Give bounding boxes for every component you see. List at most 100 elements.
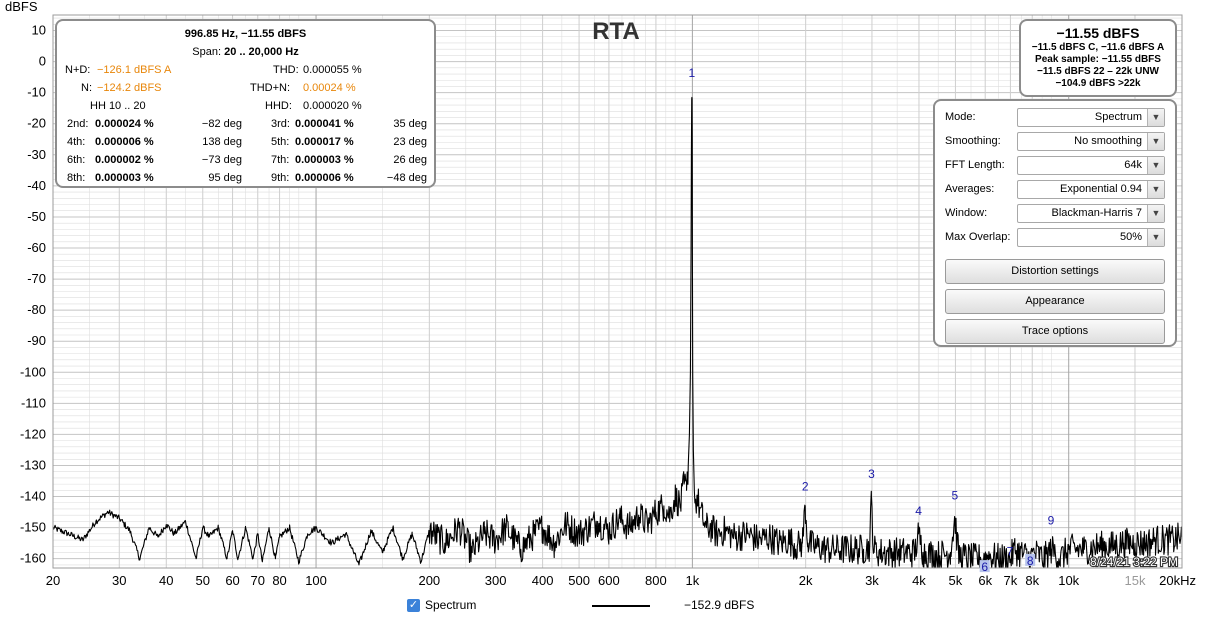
level-above-22k: −104.9 dBFS >22k	[1055, 78, 1141, 89]
y-tick-label: -60	[27, 240, 46, 255]
stats-header: 996.85 Hz, −11.55 dBFS	[184, 28, 307, 40]
y-axis-label: dBFS	[5, 0, 38, 14]
averages-select[interactable]: Exponential 0.94 ▼	[1017, 180, 1165, 199]
y-tick-label: -110	[21, 395, 46, 410]
legend-series-value: −152.9 dBFS	[684, 598, 755, 612]
chevron-down-icon: ▼	[1147, 181, 1164, 198]
harm-value: 0.000006 %	[95, 136, 154, 148]
y-tick-label: -20	[27, 116, 46, 131]
x-tick-label: 500	[568, 573, 590, 588]
averages-label: Averages:	[945, 183, 995, 195]
x-tick-label: 60	[225, 573, 239, 588]
harm-label: 4th:	[67, 136, 86, 148]
y-tick-label: -90	[27, 333, 46, 348]
y-tick-label: -10	[27, 85, 46, 100]
x-tick-label: 20kHz	[1159, 573, 1196, 588]
checkbox-icon[interactable]: ✓	[407, 599, 420, 612]
harmonic-marker-box	[1025, 553, 1036, 566]
spectrum-trace-layer	[52, 96, 1183, 569]
mode-select[interactable]: Spectrum ▼	[1017, 108, 1165, 127]
x-tick-label: 30	[112, 573, 126, 588]
mode-row: Mode: Spectrum ▼	[945, 107, 1165, 131]
harmonic-marker: 6	[981, 560, 988, 574]
y-tick-label: -150	[20, 520, 46, 535]
hhd-value: 0.000020 %	[303, 100, 362, 112]
mode-value: Spectrum	[1094, 111, 1142, 123]
level-weighted: −11.5 dBFS C, −11.6 dBFS A	[1031, 42, 1165, 53]
smoothing-select[interactable]: No smoothing ▼	[1017, 132, 1165, 151]
smoothing-row: Smoothing: No smoothing ▼	[945, 131, 1165, 155]
harm-label: 3rd:	[271, 118, 290, 130]
stat-row-nd-thd: N+D: −126.1 dBFS A THD: 0.000055 %	[65, 61, 426, 79]
trace-options-button[interactable]: Trace options	[945, 319, 1165, 344]
thdn-label: THD+N:	[250, 82, 291, 94]
window-select[interactable]: Blackman-Harris 7 ▼	[1017, 204, 1165, 223]
y-tick-label: -80	[27, 302, 46, 317]
nd-value: −126.1 dBFS A	[97, 64, 172, 76]
harmonic-row: 6th: 0.000002 % −73 deg 7th: 0.000003 % …	[65, 151, 427, 169]
y-tick-label: -120	[20, 426, 46, 441]
x-tick-label: 6k	[978, 573, 992, 588]
harmonic-row: 8th: 0.000003 % 95 deg 9th: 0.000006 % −…	[65, 169, 427, 187]
harmonic-marker-box	[979, 560, 990, 573]
level-unweighted: −11.5 dBFS 22 – 22k UNW	[1036, 66, 1159, 77]
stats-span: Span: 20 .. 20,000 Hz	[65, 43, 426, 61]
overlap-select[interactable]: 50% ▼	[1017, 228, 1165, 247]
harm-phase: 35 deg	[393, 118, 427, 130]
harm-value: 0.000024 %	[95, 118, 154, 130]
distortion-settings-button[interactable]: Distortion settings	[945, 259, 1165, 284]
y-tick-label: -160	[20, 551, 46, 566]
harmonic-row: 4th: 0.000006 % 138 deg 5th: 0.000017 % …	[65, 133, 427, 151]
fft-length-value: 64k	[1124, 159, 1142, 171]
fft-length-label: FFT Length:	[945, 159, 1005, 171]
chevron-down-icon: ▼	[1147, 229, 1164, 246]
x-tick-label: 2k	[799, 573, 813, 588]
y-axis-ticks: 10 0 -10 -20 -30 -40 -50 -60 -70 -80 -90 -100 -110 -1…	[20, 23, 46, 566]
window-row: Window: Blackman-Harris 7 ▼	[945, 203, 1165, 227]
harm-phase: −48 deg	[386, 172, 427, 184]
harmonic-marker: 5	[952, 489, 959, 503]
x-tick-label: 20	[46, 573, 60, 588]
nd-label: N+D:	[65, 64, 91, 76]
x-tick-label: 800	[645, 573, 667, 588]
harmonic-markers: 1 2 3 4 5 6 78 9	[689, 66, 1055, 574]
legend-series-name[interactable]: Spectrum	[425, 598, 477, 612]
level-panel: −11.55 dBFS −11.5 dBFS C, −11.6 dBFS A P…	[1019, 19, 1177, 97]
harm-label: 5th:	[271, 136, 290, 148]
n-label: N:	[81, 82, 92, 94]
overlap-label: Max Overlap:	[945, 231, 1011, 243]
fft-length-select[interactable]: 64k ▼	[1017, 156, 1165, 175]
stat-row-hh: HH 10 .. 20 HHD: 0.000020 %	[65, 97, 426, 115]
y-tick-label: 0	[39, 54, 46, 69]
harm-value: 0.000041 %	[295, 118, 354, 130]
legend: ✓ Spectrum −152.9 dBFS	[0, 594, 1206, 618]
x-tick-label: 4k	[912, 573, 926, 588]
chevron-down-icon: ▼	[1147, 133, 1164, 150]
x-tick-label: 300	[485, 573, 507, 588]
span-value: 20 .. 20,000 Hz	[224, 46, 299, 58]
averages-value: Exponential 0.94	[1060, 183, 1142, 195]
window-label: Window:	[945, 207, 988, 219]
harm-label: 2nd:	[67, 118, 89, 130]
harmonic-marker: 4	[915, 504, 922, 518]
x-tick-label: 8k	[1025, 573, 1039, 588]
stats-panel: 996.85 Hz, −11.55 dBFS Span: 20 .. 20,00…	[55, 19, 436, 188]
y-tick-label: -30	[27, 147, 46, 162]
harm-phase: 26 deg	[393, 154, 427, 166]
level-peak-sample: Peak sample: −11.55 dBFS	[1035, 54, 1161, 65]
legend-line-swatch	[592, 605, 650, 607]
y-tick-label: 10	[32, 23, 46, 38]
harm-value: 0.000003 %	[295, 154, 354, 166]
harmonic-row: 2nd: 0.000024 % −82 deg 3rd: 0.000041 % …	[65, 115, 427, 133]
appearance-button[interactable]: Appearance	[945, 289, 1165, 314]
y-tick-label: -70	[27, 271, 46, 286]
smoothing-label: Smoothing:	[945, 135, 1001, 147]
harm-value: 0.000006 %	[295, 172, 354, 184]
x-tick-label: 50	[196, 573, 210, 588]
level-main: −11.55 dBFS	[1056, 25, 1140, 41]
overlap-row: Max Overlap: 50% ▼	[945, 227, 1165, 251]
y-tick-label: -130	[20, 457, 46, 472]
fft-length-row: FFT Length: 64k ▼	[945, 155, 1165, 179]
stat-row-n-thdn: N: −124.2 dBFS THD+N: 0.00024 %	[65, 79, 426, 97]
x-tick-label: 40	[159, 573, 173, 588]
